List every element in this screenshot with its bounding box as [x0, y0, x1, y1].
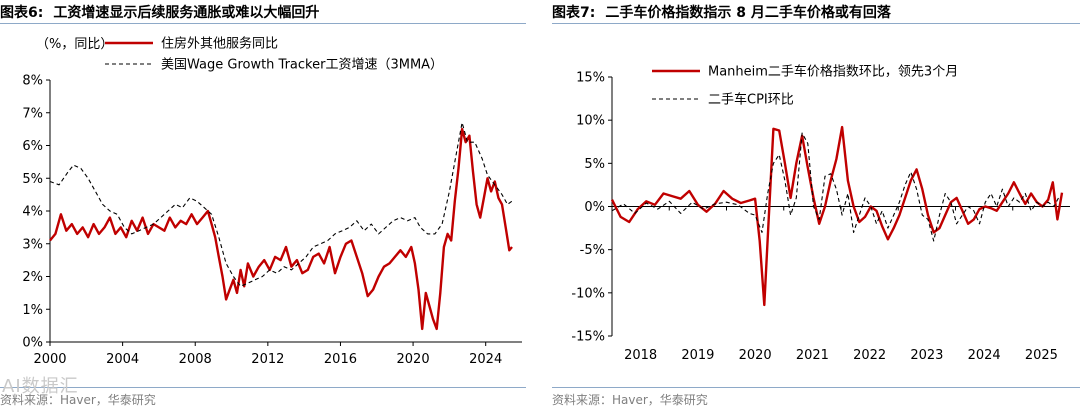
x-tick-label: 2016	[324, 352, 357, 367]
y-tick-label: 0%	[22, 336, 43, 351]
y-tick-label: 15%	[576, 71, 605, 86]
x-tick-label: 2024	[968, 348, 1001, 363]
series-line-dashed	[611, 132, 1059, 242]
y-tick-label: 5%	[22, 172, 43, 187]
y-tick-label: 5%	[584, 157, 605, 172]
y-tick-label: 7%	[22, 106, 43, 121]
y-tick-label: 3%	[22, 237, 43, 252]
x-tick-label: 2000	[33, 352, 66, 367]
x-tick-label: 2020	[397, 352, 430, 367]
legend-label: 住房外其他服务同比	[161, 36, 278, 52]
used-car-line-chart: -15% -10% -5% 0% 5% 10% 15% 2018 2019 2020 2021 202…	[571, 64, 1070, 363]
source-note: 资料来源：Haver，华泰研究	[0, 393, 156, 407]
x-tick-label: 2021	[796, 348, 829, 363]
y-tick-label: -5%	[580, 243, 605, 258]
x-tick-label: 2022	[853, 348, 886, 363]
x-tick-label: 2008	[179, 352, 212, 367]
y-tick-label: 6%	[22, 139, 43, 154]
source-divider	[552, 387, 1080, 388]
source-divider	[0, 387, 526, 388]
source-note: 资料来源：Haver，华泰研究	[552, 393, 708, 407]
chart-title-label: 图表7:	[552, 5, 596, 21]
y-tick-label: 8%	[22, 74, 43, 89]
y-tick-label: -15%	[571, 330, 605, 345]
x-tick-label: 2025	[1025, 348, 1058, 363]
x-tick-label: 2023	[910, 348, 943, 363]
chart-panel-used-car: 图表7: 二手车价格指数指示 8 月二手车价格或有回落 -15% -10% -5% 0%…	[552, 0, 1080, 411]
y-tick-label: 1%	[22, 303, 43, 318]
x-tick-label: 2019	[681, 348, 714, 363]
chart-title: 图表7: 二手车价格指数指示 8 月二手车价格或有回落	[552, 2, 891, 22]
y-tick-label: 10%	[576, 114, 605, 129]
watermark: AI数据汇	[2, 376, 79, 397]
y-tick-label: -10%	[571, 286, 605, 301]
wage-line-chart: 0% 1% 2% 3% 4% 5% 6% 7% 8% 2000 2004 2008 2012 2016 20…	[22, 36, 522, 367]
y-tick-label: 4%	[22, 205, 43, 220]
unit-label: （%，同比）	[36, 37, 113, 52]
x-tick-label: 2018	[624, 348, 657, 363]
chart-title: 图表6: 工资增速显示后续服务通胀或难以大幅回升	[0, 2, 319, 22]
series-line-solid	[49, 127, 513, 331]
chart-title-label: 图表6:	[0, 5, 44, 21]
x-tick-label: 2020	[739, 348, 772, 363]
chart-title-text: 工资增速显示后续服务通胀或难以大幅回升	[53, 5, 320, 21]
legend-label: 美国Wage Growth Tracker工资增速（3MMA）	[161, 58, 443, 73]
y-tick-label: 2%	[22, 270, 43, 285]
y-tick-label: 0%	[584, 200, 605, 215]
legend-label: Manheim二手车价格指数环比，领先3个月	[708, 64, 958, 80]
legend-label: 二手车CPI环比	[708, 92, 794, 108]
title-divider	[552, 23, 1080, 24]
series-line-solid	[610, 125, 1064, 307]
x-tick-label: 2012	[251, 352, 284, 367]
chart-title-text: 二手车价格指数指示 8 月二手车价格或有回落	[605, 5, 891, 21]
title-divider	[0, 23, 526, 24]
chart-panel-wage: 图表6: 工资增速显示后续服务通胀或难以大幅回升 0% 1% 2% 3% 4% 5% 6% 7%…	[0, 0, 526, 411]
x-tick-label: 2024	[469, 352, 502, 367]
x-tick-label: 2004	[106, 352, 139, 367]
